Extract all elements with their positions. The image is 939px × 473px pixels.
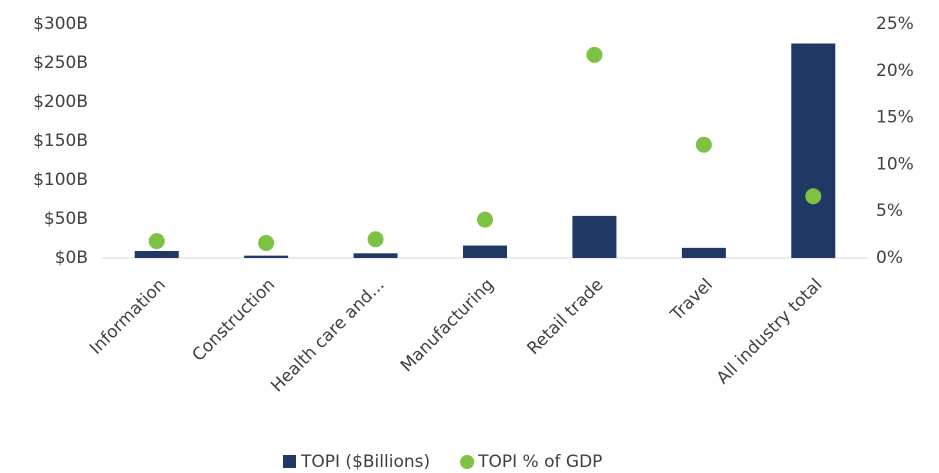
- dot: [258, 235, 275, 252]
- legend-label: TOPI ($Billions): [300, 452, 430, 472]
- y2-tick-label: 10%: [876, 154, 914, 174]
- x-tick-label: Retail trade: [524, 275, 608, 359]
- bar: [134, 250, 179, 258]
- y-tick-label: $200B: [33, 92, 88, 112]
- legend-label: TOPI % of GDP: [477, 452, 602, 472]
- dot: [695, 136, 712, 153]
- y-tick-label: $100B: [33, 170, 88, 190]
- dot: [805, 188, 822, 205]
- x-tick-label: Health care and...: [267, 275, 388, 396]
- y-tick-label: $250B: [33, 53, 88, 73]
- y-tick-label: $0B: [55, 248, 88, 268]
- bar: [244, 255, 289, 258]
- y-tick-label: $150B: [33, 131, 88, 151]
- legend-swatch: [283, 455, 296, 468]
- dot: [367, 231, 384, 248]
- legend-item: TOPI ($Billions): [283, 452, 430, 472]
- bar: [353, 253, 398, 258]
- bar: [681, 247, 726, 258]
- y2-tick-label: 0%: [876, 248, 903, 268]
- x-tick-label: Information: [86, 275, 170, 359]
- y2-tick-label: 5%: [876, 201, 903, 221]
- y2-tick-label: 25%: [876, 14, 914, 34]
- y-tick-label: $50B: [44, 209, 88, 229]
- x-tick-label: All industry total: [713, 275, 826, 388]
- x-tick-label: Construction: [189, 275, 280, 366]
- dot: [477, 211, 493, 228]
- dot: [586, 46, 603, 63]
- legend-swatch: [460, 455, 475, 469]
- y-tick-label: $300B: [33, 14, 88, 34]
- y2-tick-label: 15%: [876, 108, 914, 128]
- x-tick-label: Travel: [666, 275, 717, 326]
- bar: [463, 245, 507, 258]
- legend-item: TOPI % of GDP: [460, 452, 602, 472]
- x-tick-label: Manufacturing: [397, 275, 498, 376]
- bar: [572, 215, 617, 258]
- bar: [791, 43, 836, 258]
- dot: [148, 233, 165, 250]
- y2-tick-label: 20%: [876, 61, 914, 81]
